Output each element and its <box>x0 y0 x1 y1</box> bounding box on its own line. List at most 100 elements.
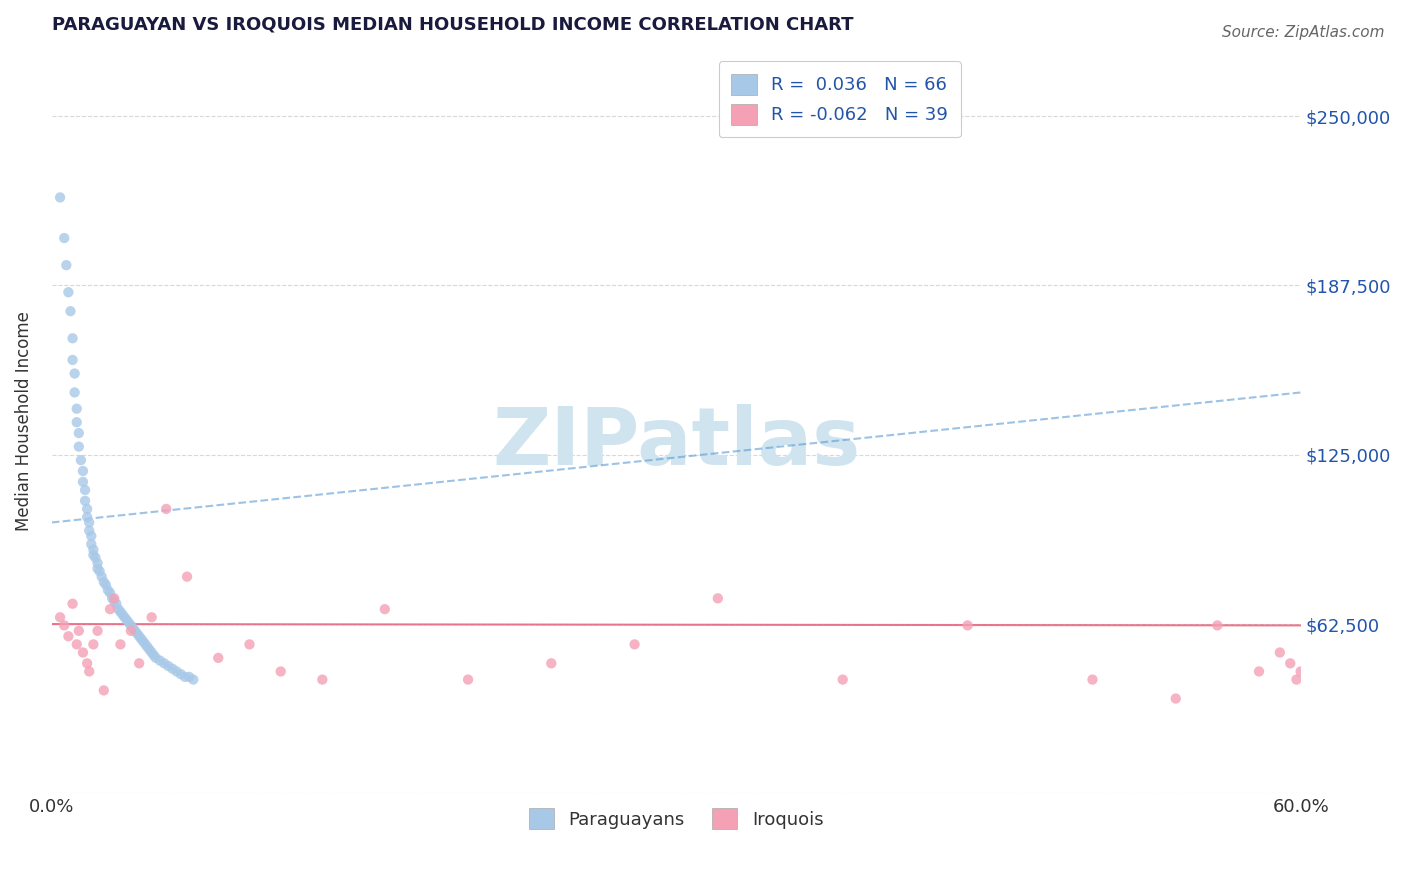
Point <box>66 401 89 416</box>
Point <box>120 618 142 632</box>
Point <box>72 464 94 478</box>
Point <box>311 673 333 687</box>
Point <box>142 648 165 663</box>
Point <box>128 629 150 643</box>
Point <box>127 626 149 640</box>
Point <box>831 673 853 687</box>
Point <box>80 529 103 543</box>
Point <box>66 415 89 429</box>
Point <box>72 645 94 659</box>
Point <box>1164 691 1187 706</box>
Point <box>49 610 72 624</box>
Point <box>1285 673 1308 687</box>
Point <box>62 597 84 611</box>
Point <box>155 502 177 516</box>
Point <box>98 602 121 616</box>
Text: PARAGUAYAN VS IROQUOIS MEDIAN HOUSEHOLD INCOME CORRELATION CHART: PARAGUAYAN VS IROQUOIS MEDIAN HOUSEHOLD … <box>52 15 853 33</box>
Point <box>59 304 82 318</box>
Point <box>86 561 108 575</box>
Point <box>118 615 141 630</box>
Point <box>114 610 136 624</box>
Point <box>63 385 86 400</box>
Point <box>101 591 124 606</box>
Point <box>124 624 146 638</box>
Point <box>67 624 90 638</box>
Point <box>141 610 163 624</box>
Point <box>53 231 76 245</box>
Point <box>128 657 150 671</box>
Point <box>82 548 104 562</box>
Point <box>58 285 80 300</box>
Point <box>77 665 100 679</box>
Point <box>86 556 108 570</box>
Legend: Paraguayans, Iroquois: Paraguayans, Iroquois <box>522 801 831 837</box>
Point <box>103 591 125 606</box>
Point <box>67 440 90 454</box>
Point <box>82 637 104 651</box>
Point <box>63 367 86 381</box>
Point <box>76 502 98 516</box>
Point <box>80 537 103 551</box>
Point <box>82 542 104 557</box>
Point <box>67 426 90 441</box>
Point <box>110 637 132 651</box>
Y-axis label: Median Household Income: Median Household Income <box>15 311 32 531</box>
Point <box>129 632 152 646</box>
Point <box>138 642 160 657</box>
Point <box>1279 657 1302 671</box>
Point <box>77 516 100 530</box>
Point <box>270 665 292 679</box>
Point <box>55 258 77 272</box>
Point <box>115 613 138 627</box>
Point <box>132 634 155 648</box>
Point <box>73 483 96 497</box>
Point <box>623 637 645 651</box>
Point <box>181 673 204 687</box>
Point <box>103 594 125 608</box>
Point <box>97 583 120 598</box>
Point <box>111 607 134 622</box>
Point <box>93 683 115 698</box>
Point <box>207 651 229 665</box>
Text: ZIPatlas: ZIPatlas <box>492 404 860 483</box>
Point <box>179 670 201 684</box>
Point <box>1268 645 1291 659</box>
Point <box>98 586 121 600</box>
Point <box>1247 665 1270 679</box>
Point <box>374 602 396 616</box>
Point <box>145 651 167 665</box>
Point <box>122 621 145 635</box>
Point <box>157 659 180 673</box>
Point <box>76 657 98 671</box>
Point <box>136 640 159 654</box>
Point <box>77 524 100 538</box>
Point <box>238 637 260 651</box>
Point <box>120 624 142 638</box>
Point <box>89 564 111 578</box>
Point <box>166 665 188 679</box>
Point <box>107 602 129 616</box>
Point <box>110 605 132 619</box>
Text: Source: ZipAtlas.com: Source: ZipAtlas.com <box>1222 25 1385 40</box>
Point <box>62 353 84 368</box>
Point <box>707 591 730 606</box>
Point <box>72 475 94 489</box>
Point <box>457 673 479 687</box>
Point <box>149 654 172 668</box>
Point <box>174 670 197 684</box>
Point <box>956 618 979 632</box>
Point <box>141 645 163 659</box>
Point <box>49 190 72 204</box>
Point <box>58 629 80 643</box>
Point <box>170 667 193 681</box>
Point <box>90 569 112 583</box>
Point <box>94 578 117 592</box>
Point <box>134 637 156 651</box>
Point <box>84 550 107 565</box>
Point <box>1081 673 1104 687</box>
Point <box>162 662 184 676</box>
Point <box>70 453 93 467</box>
Point <box>62 331 84 345</box>
Point <box>1206 618 1229 632</box>
Point <box>76 510 98 524</box>
